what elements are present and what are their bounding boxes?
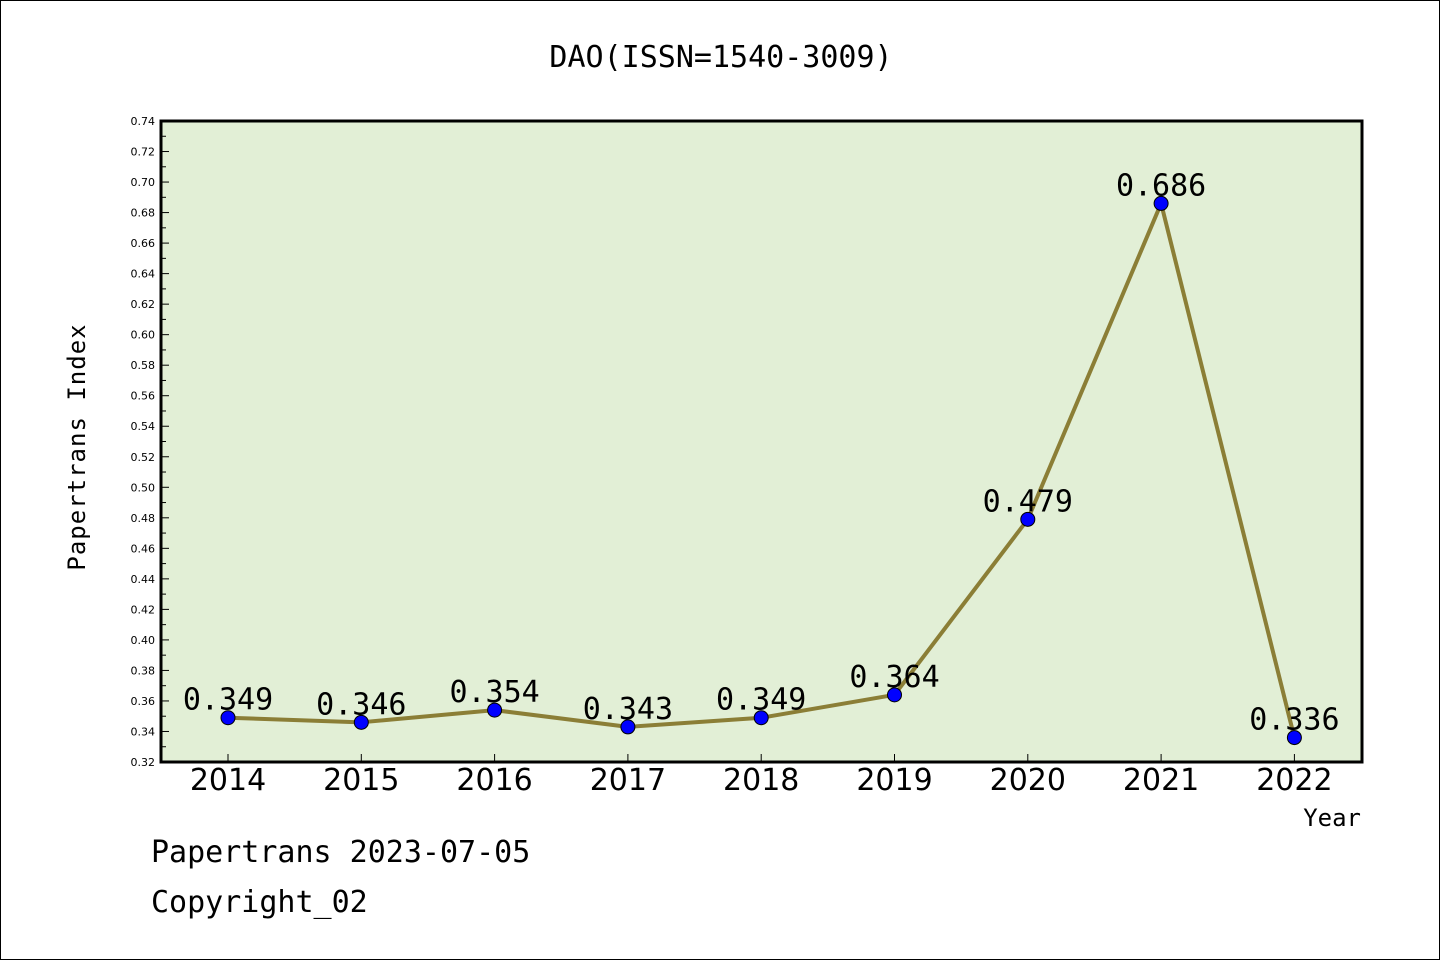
y-tick-label: 0.38 xyxy=(131,664,156,677)
data-point-2019 xyxy=(887,687,902,703)
x-tick-label: 2017 xyxy=(590,763,666,798)
x-tick-label: 2014 xyxy=(190,763,266,798)
data-point-2018 xyxy=(753,710,769,726)
y-tick-label: 0.56 xyxy=(131,390,156,403)
y-tick-label: 0.70 xyxy=(131,176,156,189)
y-tick-label: 0.62 xyxy=(131,298,156,311)
y-minor-ticks xyxy=(161,120,169,763)
data-point-2021 xyxy=(1153,195,1169,211)
footer-date: Papertrans 2023-07-05 xyxy=(151,835,531,870)
data-point-2015 xyxy=(353,714,369,730)
y-tick-label: 0.72 xyxy=(131,146,156,159)
data-label-2018: 0.349 xyxy=(716,683,806,718)
data-label-2019: 0.364 xyxy=(849,660,939,695)
y-tick-label: 0.58 xyxy=(131,359,156,372)
x-tick-labels: 2014 2015 2016 2017 2018 2019 2020 2021 2022 xyxy=(190,754,1333,798)
data-point-2016 xyxy=(487,702,503,718)
data-point-2014 xyxy=(220,710,236,726)
y-tick-label: 0.48 xyxy=(131,512,156,525)
x-tick-label: 2018 xyxy=(723,763,799,798)
chart-title: DAO(ISSN=1540-3009) xyxy=(549,40,892,75)
y-tick-label: 0.52 xyxy=(131,451,156,464)
x-tick-label: 2019 xyxy=(856,763,932,798)
y-tick-label: 0.44 xyxy=(131,573,156,586)
data-point-2020 xyxy=(1020,511,1036,527)
data-label-2016: 0.354 xyxy=(449,675,539,710)
x-tick-label: 2022 xyxy=(1256,763,1332,798)
y-tick-label: 0.68 xyxy=(131,207,156,220)
data-label-2020: 0.479 xyxy=(983,484,1073,519)
plot-area xyxy=(159,119,1364,764)
x-tick-label: 2021 xyxy=(1123,763,1199,798)
data-point-2022 xyxy=(1286,730,1302,746)
y-tick-labels: 0.32 0.34 0.36 0.38 0.40 0.42 0.44 0.46 0.48 0.50… xyxy=(131,115,156,769)
footer-copyright: Copyright_02 xyxy=(151,885,368,920)
y-tick-label: 0.54 xyxy=(131,420,156,433)
data-labels: 0.349 0.346 0.354 0.343 0.349 0.364 0.479 0.686… xyxy=(183,168,1340,737)
y-tick-label: 0.74 xyxy=(131,115,156,128)
y-tick-label: 0.64 xyxy=(131,268,156,281)
data-points xyxy=(220,195,1302,746)
y-tick-label: 0.40 xyxy=(131,634,156,647)
x-tick-label: 2020 xyxy=(990,763,1066,798)
y-tick-label: 0.34 xyxy=(131,725,156,738)
y-tick-label: 0.46 xyxy=(131,542,156,555)
x-axis-label: Year xyxy=(1303,804,1361,832)
x-tick-label: 2015 xyxy=(323,763,399,798)
y-tick-label: 0.66 xyxy=(131,237,156,250)
y-tick-label: 0.60 xyxy=(131,329,156,342)
y-tick-label: 0.42 xyxy=(131,603,156,616)
data-label-2022: 0.336 xyxy=(1249,703,1339,738)
data-label-2014: 0.349 xyxy=(183,683,273,718)
y-tick-label: 0.50 xyxy=(131,481,156,494)
x-tick-label: 2016 xyxy=(456,763,532,798)
data-point-2017 xyxy=(620,719,636,735)
y-axis-label: Papertrans Index xyxy=(63,323,91,570)
data-label-2017: 0.343 xyxy=(583,692,673,727)
y-tick-label: 0.32 xyxy=(131,756,156,769)
y-tick-label: 0.36 xyxy=(131,695,156,708)
data-label-2021: 0.686 xyxy=(1116,168,1206,203)
data-label-2015: 0.346 xyxy=(316,687,406,722)
